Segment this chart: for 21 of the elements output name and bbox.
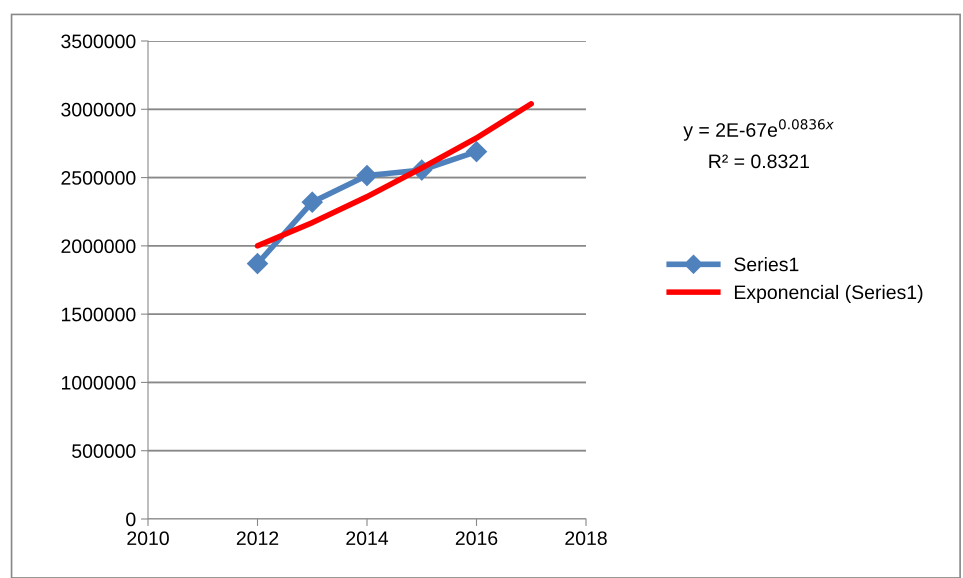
legend-label: Series1: [734, 257, 798, 272]
point: [356, 165, 378, 186]
point: [246, 253, 268, 274]
y-tick-label: 2500000: [61, 171, 136, 185]
y-tick-label: 1500000: [62, 308, 136, 322]
x-tick-label: 2012: [236, 531, 278, 546]
y-tick-label: 2000000: [61, 239, 136, 254]
text: y = 2E-67e$^{0.0836x}$: [683, 119, 834, 141]
y-tick-label: 3500000: [61, 34, 136, 48]
y-tick-label: 1000000: [62, 376, 136, 390]
y-tick-label: 500000: [72, 444, 136, 458]
text: R² = 0.8321: [709, 154, 809, 168]
legend-label: Exponencial (Series1): [734, 284, 922, 303]
point: [302, 192, 323, 213]
x-tick-label: 2016: [456, 531, 498, 546]
x-tick-label: 2018: [565, 531, 607, 546]
y-tick-label: 3000000: [61, 102, 136, 117]
y-tick-label: 0: [126, 512, 136, 526]
x-tick-label: 2010: [127, 531, 169, 546]
x-tick-label: 2014: [346, 531, 388, 546]
point: [466, 141, 488, 162]
